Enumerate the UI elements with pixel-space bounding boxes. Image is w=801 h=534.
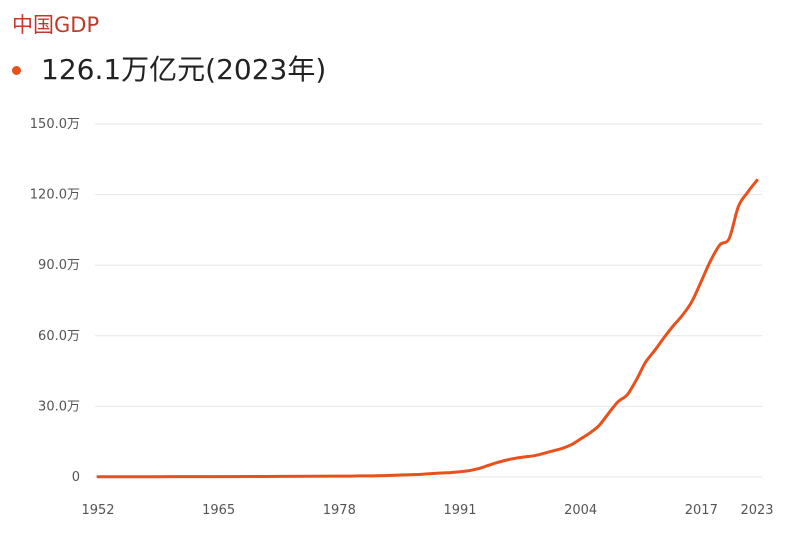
x-tick-label: 1965 — [202, 503, 235, 518]
series-marker-dot — [12, 65, 21, 75]
series-line — [96, 178, 759, 479]
page-title: 中国GDP — [12, 13, 100, 37]
y-tick-label: 150.0万 — [30, 117, 80, 132]
x-tick-label: 1991 — [443, 503, 476, 518]
grid-lines — [95, 123, 762, 478]
headline-value-text: 126.1万亿元(2023年) — [41, 53, 327, 86]
y-tick-label: 0 — [72, 470, 80, 485]
headline-value: 126.1万亿元(2023年) — [12, 50, 326, 90]
x-tick-label: 1952 — [81, 503, 114, 518]
x-tick-label: 2004 — [564, 503, 597, 518]
y-tick-label: 90.0万 — [38, 258, 80, 273]
y-axis-ticks: 0 30.0万 60.0万 90.0万 120.0万 150.0万 — [30, 117, 80, 485]
x-tick-label: 2017 — [685, 503, 718, 518]
x-axis-ticks: 1952 1965 1978 1991 2004 2017 2023 — [81, 503, 773, 518]
x-tick-label: 2023 — [740, 503, 773, 518]
y-tick-label: 120.0万 — [30, 188, 80, 203]
x-tick-label: 1978 — [323, 503, 356, 518]
y-tick-label: 60.0万 — [38, 329, 80, 344]
y-tick-label: 30.0万 — [38, 399, 80, 414]
